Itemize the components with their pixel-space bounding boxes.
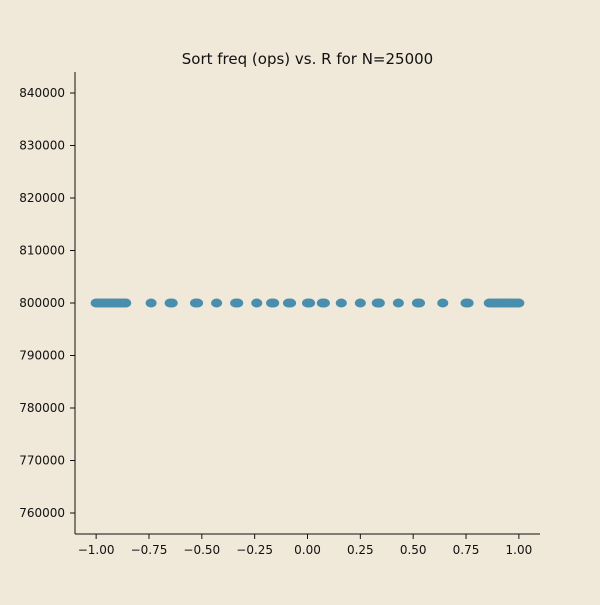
data-point [318, 298, 330, 308]
x-tick-label: −1.00 [78, 543, 115, 557]
data-point [285, 298, 297, 308]
y-tick-label: 800000 [19, 296, 65, 310]
data-point [513, 298, 525, 308]
x-tick-label: 1.00 [506, 543, 533, 557]
y-tick-label: 790000 [19, 349, 65, 363]
data-point [414, 298, 426, 308]
x-tick-label: 0.75 [453, 543, 480, 557]
x-tick-label: −0.25 [236, 543, 273, 557]
y-tick-label: 810000 [19, 244, 65, 258]
data-point [232, 298, 244, 308]
data-point [354, 298, 366, 308]
data-point [211, 298, 223, 308]
y-axis: 760000 770000 780000 790000 800000 810000 8200… [19, 72, 76, 534]
y-tick-label: 840000 [19, 86, 65, 100]
data-point [304, 298, 316, 308]
data-point [268, 298, 280, 308]
x-tick-label: 0.00 [294, 543, 321, 557]
data-point [462, 298, 474, 308]
data-point [120, 298, 132, 308]
y-tick-label: 760000 [19, 506, 65, 520]
x-tick-label: −0.50 [183, 543, 220, 557]
data-point [145, 298, 157, 308]
chart-title: Sort freq (ops) vs. R for N=25000 [182, 50, 433, 68]
y-tick-label: 830000 [19, 139, 65, 153]
points-layer [90, 298, 525, 308]
data-point [192, 298, 204, 308]
y-tick-label: 770000 [19, 454, 65, 468]
data-point [166, 298, 178, 308]
data-point [437, 298, 449, 308]
data-point [335, 298, 347, 308]
x-tick-label: −0.75 [131, 543, 168, 557]
y-tick-label: 780000 [19, 401, 65, 415]
x-tick-label: 0.50 [400, 543, 427, 557]
x-tick-label: 0.25 [347, 543, 374, 557]
x-axis: −1.00 −0.75 −0.50 −0.25 0.00 0.25 0.50 0.75 1.00 [75, 533, 540, 557]
data-point [373, 298, 385, 308]
data-point [251, 298, 263, 308]
y-tick-label: 820000 [19, 191, 65, 205]
data-point [392, 298, 404, 308]
